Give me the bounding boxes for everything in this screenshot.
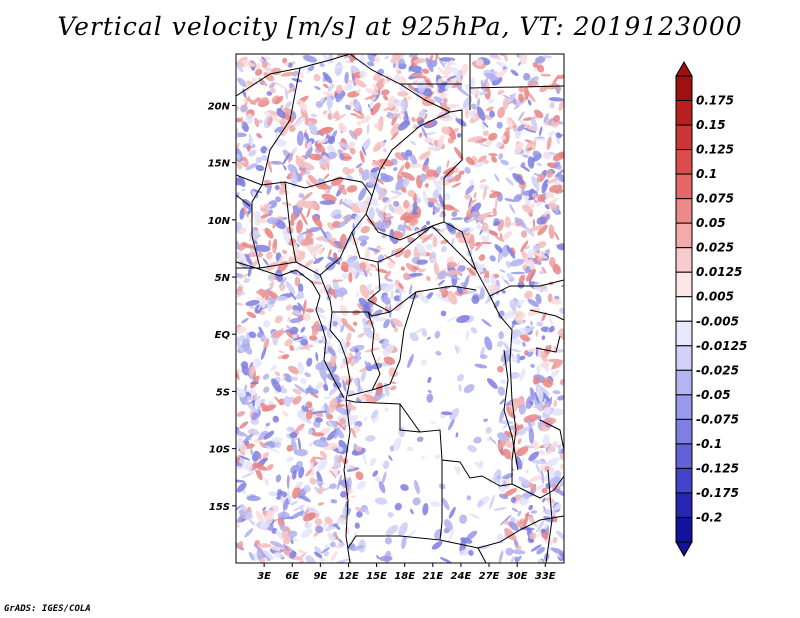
colorbar-label: -0.05 xyxy=(696,388,731,402)
colorbar-label: 0.075 xyxy=(696,192,734,206)
colorbar-label: 0.1 xyxy=(696,167,717,181)
colorbar-swatch xyxy=(675,320,693,347)
lat-tick-label: 5N xyxy=(215,273,231,284)
lon-tick-label: 6E xyxy=(285,571,299,582)
colorbar-swatch xyxy=(675,296,693,322)
colorbar-label: 0.05 xyxy=(696,216,726,230)
colorbar-label: 0.025 xyxy=(696,241,734,255)
longitude-axis: 3E 6E 9E 12E 15E 18E 21E 24E 27E 30E 33E xyxy=(257,563,556,582)
colorbar-swatch xyxy=(675,124,693,151)
map-title: Vertical velocity [m/s] at 925hPa, VT: 2… xyxy=(57,12,743,41)
colorbar-label: -0.2 xyxy=(696,510,722,524)
country-borders xyxy=(236,54,564,563)
grads-credit: GrADS: IGES/COLA xyxy=(4,604,91,614)
colorbar-swatch xyxy=(675,394,693,420)
colorbar-label: 0.125 xyxy=(696,143,734,157)
lon-tick-label: 15E xyxy=(366,571,387,582)
colorbar-label: -0.0125 xyxy=(696,339,747,353)
colorbar-swatch xyxy=(675,75,693,102)
latitude-axis: 20N 15N 10N 5N EQ 5S 10S 15S xyxy=(208,101,236,513)
colorbar-label: 0.15 xyxy=(696,118,726,132)
lat-tick-label: 10N xyxy=(208,216,231,227)
colorbar: 0.175 0.15 0.125 0.1 0.075 0.05 0.025 0.0125 0.0… xyxy=(675,60,747,558)
lat-tick-label: 10S xyxy=(209,445,230,456)
lat-tick-label: 15S xyxy=(209,502,230,513)
colorbar-swatch xyxy=(675,100,693,126)
colorbar-label: -0.075 xyxy=(696,412,739,426)
colorbar-swatch xyxy=(675,247,693,273)
colorbar-label: 0.0125 xyxy=(696,265,742,279)
colorbar-swatch xyxy=(675,173,693,200)
lon-tick-label: 33E xyxy=(535,571,556,582)
colorbar-label: -0.175 xyxy=(696,486,739,500)
lat-tick-label: 15N xyxy=(208,159,231,170)
colorbar-swatch xyxy=(675,198,693,224)
lat-tick-label: 20N xyxy=(208,101,231,112)
lon-tick-label: 21E xyxy=(422,571,443,582)
colorbar-swatch xyxy=(675,418,693,445)
colorbar-label: -0.1 xyxy=(696,437,722,451)
colorbar-swatch xyxy=(675,271,693,298)
lon-tick-label: 30E xyxy=(507,571,528,582)
lon-tick-label: 3E xyxy=(257,571,271,582)
colorbar-swatch xyxy=(675,222,693,249)
colorbar-swatch xyxy=(675,369,693,396)
lon-tick-label: 9E xyxy=(313,571,327,582)
plot-frame xyxy=(235,53,565,564)
colorbar-label: -0.125 xyxy=(696,461,739,475)
colorbar-swatch xyxy=(675,345,693,371)
colorbar-top-arrow xyxy=(675,60,693,77)
lon-tick-label: 27E xyxy=(479,571,500,582)
colorbar-label: 0.175 xyxy=(696,94,734,108)
colorbar-swatch xyxy=(675,492,693,518)
colorbar-swatch xyxy=(675,516,693,543)
lat-tick-label: 5S xyxy=(216,387,230,398)
lat-tick-label: EQ xyxy=(215,330,231,341)
colorbar-swatch xyxy=(675,467,693,494)
colorbar-label: -0.005 xyxy=(696,314,739,328)
colorbar-swatch xyxy=(675,443,693,469)
colorbar-label: -0.025 xyxy=(696,363,739,377)
lon-tick-label: 18E xyxy=(394,571,415,582)
colorbar-swatch xyxy=(675,149,693,175)
colorbar-bottom-arrow xyxy=(675,541,693,558)
lon-tick-label: 24E xyxy=(451,571,472,582)
lon-tick-label: 12E xyxy=(338,571,359,582)
vertical-velocity-field xyxy=(236,54,564,563)
colorbar-label: 0.005 xyxy=(696,290,734,304)
